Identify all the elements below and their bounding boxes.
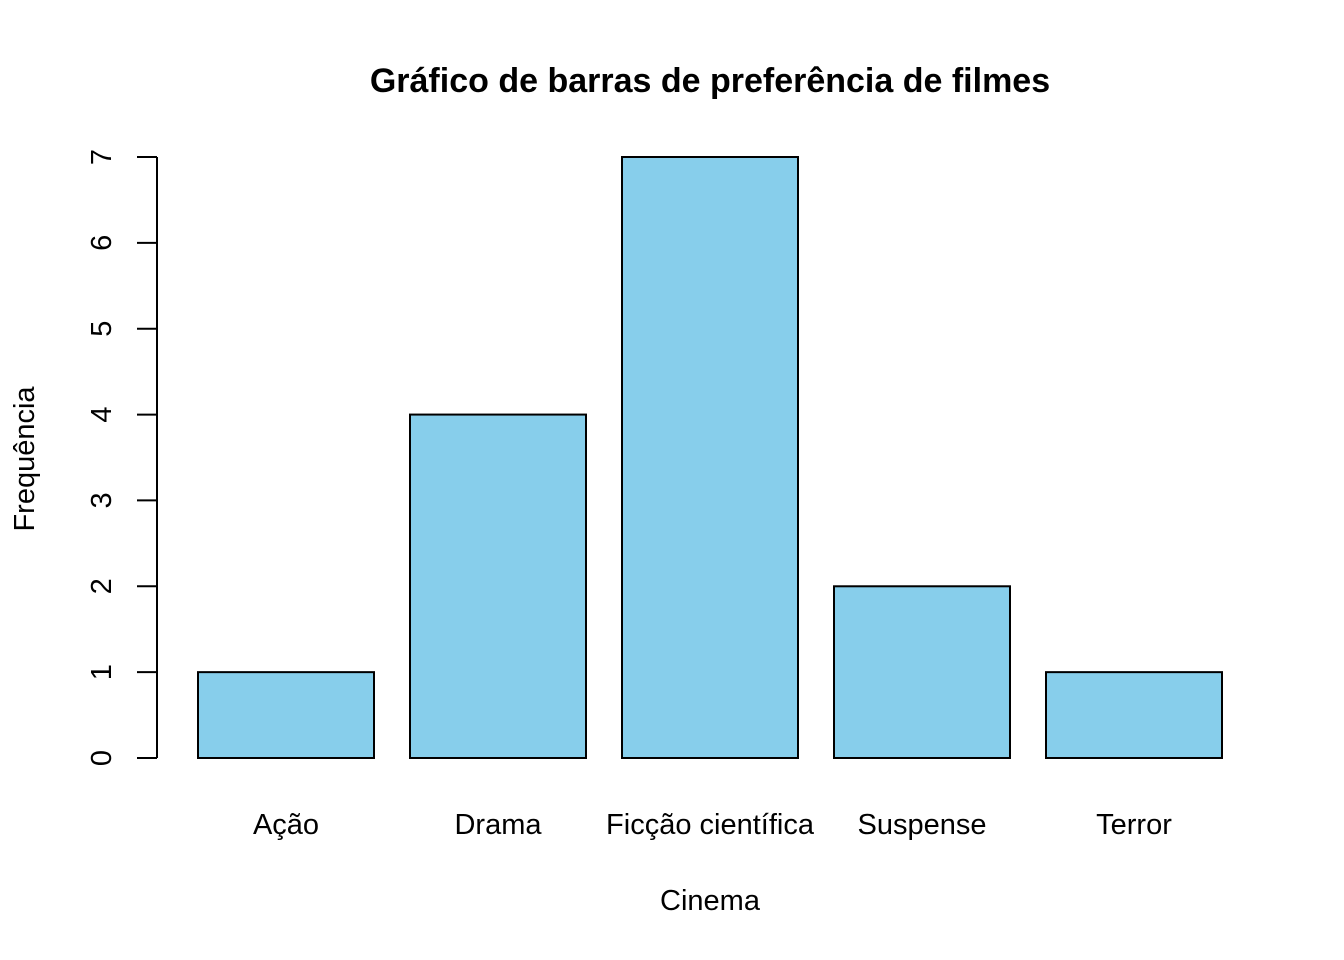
y-axis: 0 1 2 3 4 5 6 7 — [86, 149, 158, 766]
y-tick-label: 7 — [86, 149, 118, 165]
y-tick-label: 1 — [86, 664, 118, 680]
y-tick-label: 2 — [86, 578, 118, 594]
x-axis-label: Cinema — [660, 885, 761, 917]
y-tick-label: 0 — [86, 750, 118, 766]
chart-title: Gráfico de barras de preferência de film… — [370, 62, 1050, 100]
y-tick-label: 4 — [86, 407, 118, 423]
bar — [621, 156, 799, 759]
y-tick-label: 6 — [86, 235, 118, 251]
x-tick-label: Ação — [253, 809, 319, 841]
x-tick-label: Drama — [454, 809, 542, 841]
x-tick-label: Terror — [1096, 809, 1172, 841]
bar — [833, 585, 1011, 759]
bars — [197, 156, 1223, 760]
category-labels: Ação Drama Ficção científica Suspense Terror — [253, 809, 1172, 841]
bar — [1045, 671, 1223, 760]
y-tick-label: 3 — [86, 492, 118, 508]
x-tick-label: Ficção científica — [606, 809, 815, 841]
bar — [409, 413, 587, 759]
x-tick-label: Suspense — [858, 809, 987, 841]
y-tick-label: 5 — [86, 321, 118, 337]
y-axis-label: Frequência — [9, 386, 41, 532]
bar — [197, 671, 375, 760]
